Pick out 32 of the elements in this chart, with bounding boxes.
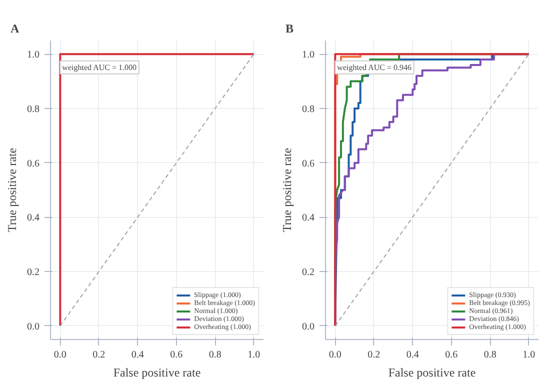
x-tick-label: 0.8 [484,350,496,360]
y-tick-label: 1.0 [302,50,314,61]
x-tick-label: 0.8 [208,350,222,360]
y-tick-label: 0.8 [302,104,314,115]
y-tick-label: 1.0 [27,50,40,61]
x-tick-label: 0.2 [368,350,380,360]
x-tick-label: 1.0 [522,350,536,360]
x-axis-title: False positive rate [113,366,201,380]
chart-title: A [10,22,20,36]
x-tick-label: 0.6 [445,350,458,360]
x-tick-label: 0.4 [131,350,144,360]
annotation: weighted AUC = 1.000 [62,62,136,72]
x-tick-label: 0.2 [92,350,106,360]
y-tick-label: 0.4 [27,212,40,224]
y-tick-label: 0.6 [302,158,314,170]
y-tick-label: 0.2 [302,267,314,278]
y-tick-label: 0.6 [27,158,40,170]
y-tick-label: 0.4 [302,212,314,224]
x-tick-label: 0.0 [54,350,66,360]
y-tick-label: 0.0 [302,321,314,332]
chart-title: B [286,22,294,36]
y-axis-title: True positive rate [5,148,19,232]
x-axis-title: False positive rate [388,366,476,380]
y-axis-title: True positive rate [280,148,294,232]
annotation: weighted AUC = 0.946 [337,62,412,72]
y-tick-label: 0.8 [27,104,40,115]
y-tick-label: 0.2 [27,267,40,278]
x-tick-label: 0.0 [328,350,342,360]
x-tick-label: 0.6 [170,350,183,360]
x-tick-label: 1.0 [248,350,260,360]
y-tick-label: 0.0 [27,321,40,332]
x-tick-label: 0.4 [406,350,419,360]
